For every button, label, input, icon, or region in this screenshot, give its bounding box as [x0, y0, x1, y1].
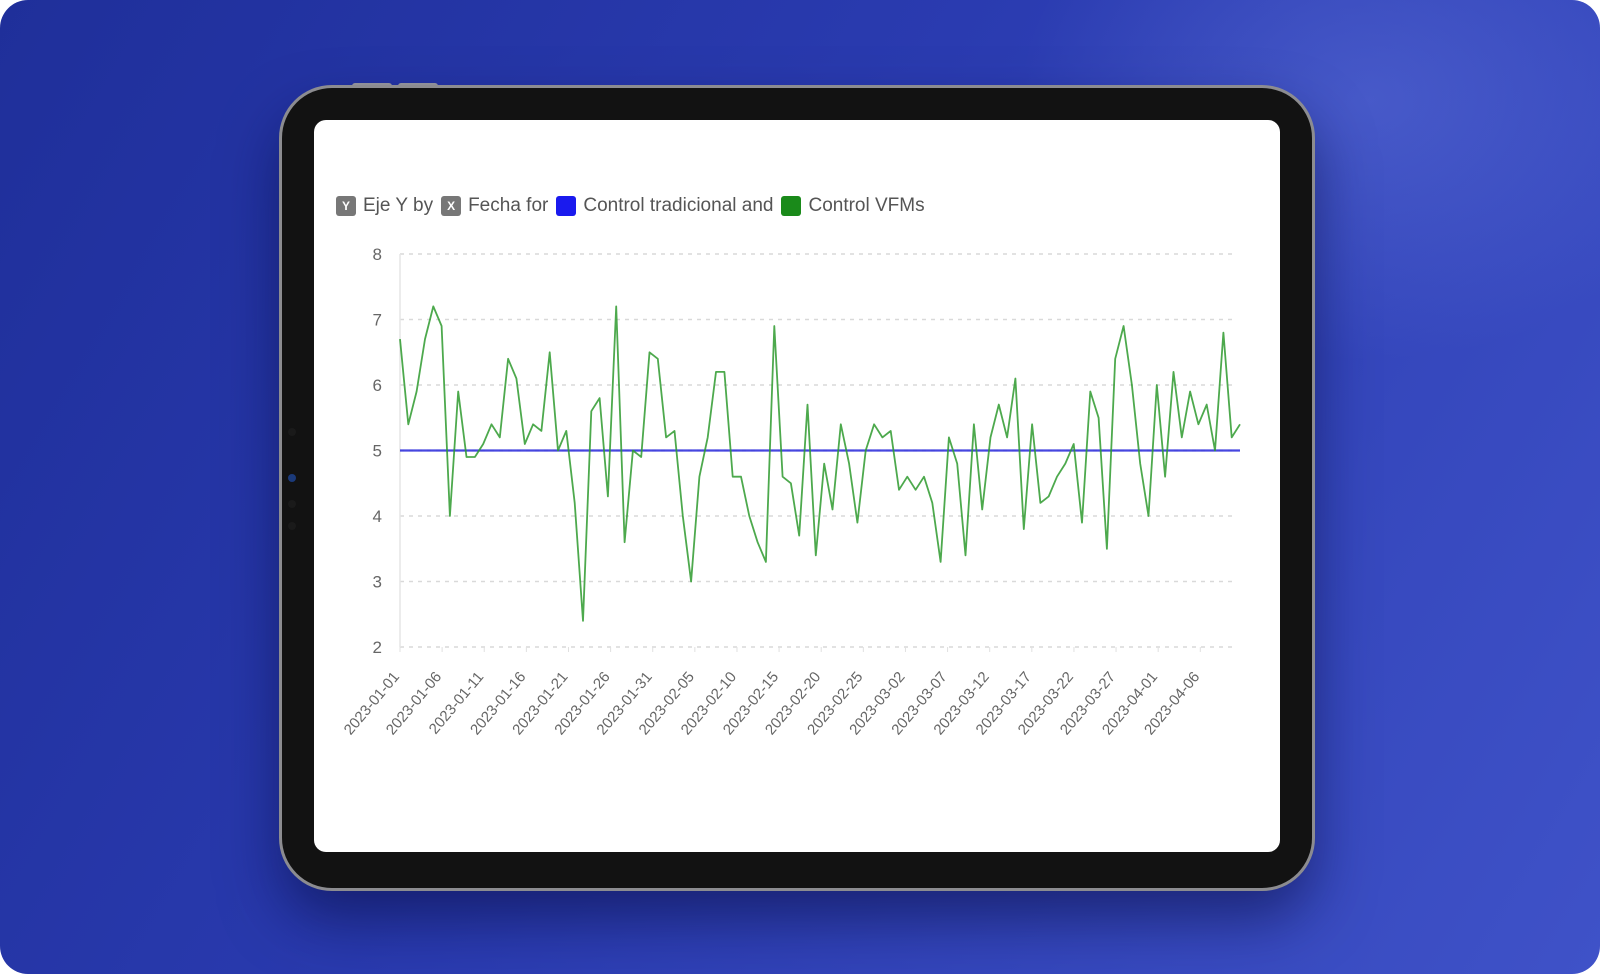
tablet-top-button	[398, 83, 438, 89]
legend-x-chip: X	[441, 196, 462, 216]
line-chart: 23456782023-01-012023-01-062023-01-11202…	[341, 245, 1241, 738]
legend-series1-text: Control tradicional and	[583, 195, 774, 216]
chart-legend: Y Eje Y by X Fecha for Control tradicion…	[336, 195, 933, 217]
legend-series1-swatch	[556, 196, 577, 216]
tablet-top-button	[352, 83, 392, 89]
y-tick-label: 6	[373, 376, 382, 395]
legend-series2-text: Control VFMs	[808, 195, 925, 216]
tablet-screen: Y Eje Y by X Fecha for Control tradicion…	[314, 120, 1280, 852]
y-tick-label: 4	[373, 507, 382, 526]
tablet-side-sensor	[288, 522, 296, 530]
tablet-side-sensor	[288, 428, 296, 436]
series-line-2	[399, 305, 1241, 622]
y-tick-label: 7	[373, 311, 382, 330]
legend-y-text: Eje Y by	[363, 195, 434, 216]
y-tick-label: 8	[373, 245, 382, 264]
legend-x-text: Fecha for	[468, 195, 549, 216]
legend-y-chip: Y	[336, 196, 356, 216]
y-tick-label: 5	[373, 442, 382, 461]
y-tick-label: 2	[373, 638, 382, 657]
legend-series2-swatch	[781, 196, 802, 216]
y-tick-label: 3	[373, 573, 382, 592]
tablet-camera	[288, 474, 296, 482]
tablet-side-sensor	[288, 500, 296, 508]
